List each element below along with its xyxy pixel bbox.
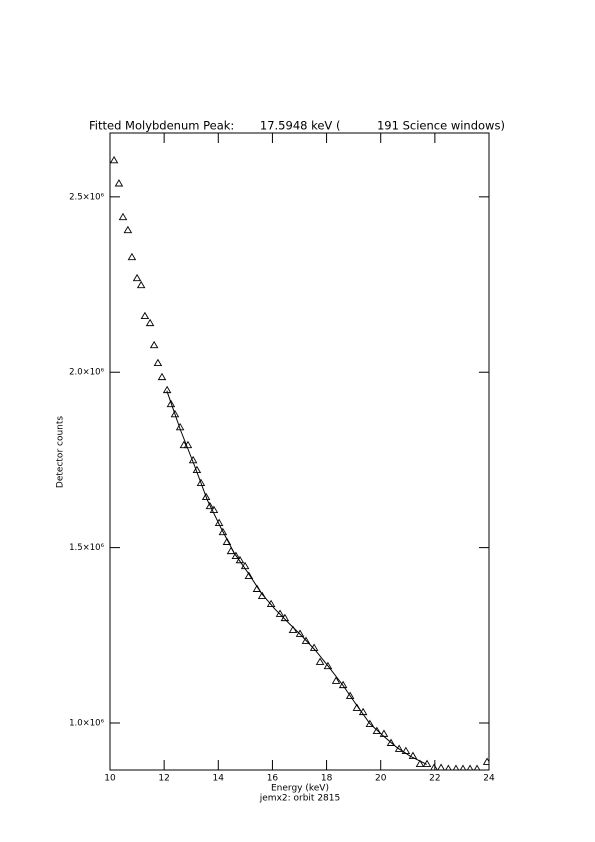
data-point [218,527,228,536]
x-tick-label: 22 [429,774,440,784]
chart-title: Fitted Molybdenum Peak: 17.5948 keV ( 19… [89,119,505,133]
data-point [473,764,481,770]
y-axis-label: Detector counts [56,416,66,488]
data-point [231,551,241,559]
data-point [196,478,206,487]
data-point [365,719,375,727]
data-point [437,763,445,770]
data-point [201,492,211,501]
data-point [110,155,119,164]
data-point [166,399,176,408]
fit-line [166,390,427,765]
data-point [415,759,425,767]
data-point [157,372,167,381]
data-point [149,340,159,349]
data-point [338,680,348,689]
data-point [132,273,142,282]
x-tick-label: 14 [213,774,225,784]
data-point [244,571,254,579]
data-point [331,676,341,684]
x-tick-label: 24 [483,774,495,784]
data-point [153,358,163,367]
subtitle: jemx2: orbit 2815 [259,794,340,804]
data-point [372,726,382,735]
data-point [205,501,215,510]
data-point [295,629,305,637]
data-point [323,661,333,670]
data-point [118,212,128,221]
plot-frame [109,132,490,771]
data-point [394,744,404,752]
data-point [170,409,180,418]
x-axis-label: Energy (keV) [271,784,329,794]
y-tick-label: 1.0×10⁶ [69,718,104,728]
data-point [179,440,189,449]
x-tick-label: 20 [375,774,387,784]
plot-area [110,155,489,770]
data-point [315,657,325,665]
data-point [140,311,150,320]
y-tick-label: 2.0×10⁶ [69,368,104,378]
data-point [466,764,474,770]
data-point [275,609,285,617]
x-tick-label: 18 [321,774,333,784]
data-point [136,280,146,289]
data-point [408,751,418,759]
y-tick-label: 1.5×10⁶ [69,543,104,553]
data-point [266,599,276,608]
data-point [430,763,438,770]
data-point [145,318,155,327]
data-point [345,691,355,699]
x-tick-label: 12 [158,774,169,784]
data-point [452,764,460,770]
data-point [235,555,245,564]
data-point [445,764,452,770]
data-point [114,179,124,187]
data-point [127,252,137,261]
data-point [301,636,311,644]
x-tick-label: 10 [104,774,116,784]
x-tick-label: 16 [267,774,279,784]
data-point [123,225,133,234]
y-tick-label: 2.5×10⁶ [69,192,104,202]
data-point [386,738,396,746]
data-point [214,518,224,527]
data-point [459,764,467,770]
